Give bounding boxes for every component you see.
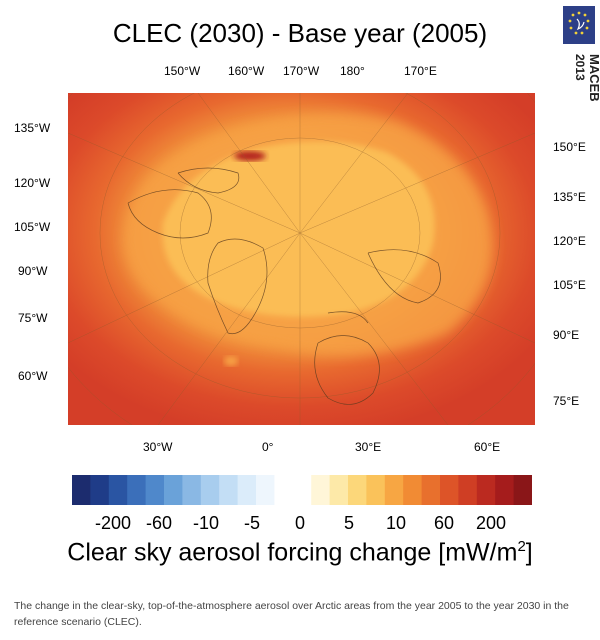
colorbar-label: 10 xyxy=(385,513,407,533)
left-label-75w: 75°W xyxy=(18,311,48,325)
colorbar-label: -200 xyxy=(94,513,132,533)
bottom-label-30w: 30°W xyxy=(143,440,173,454)
right-label-105e: 105°E xyxy=(553,278,586,292)
colorbar-swatch xyxy=(513,475,533,505)
top-label-180: 180° xyxy=(340,64,365,78)
colorbar-swatch xyxy=(219,475,239,505)
colorbar-swatch xyxy=(108,475,128,505)
colorbar-label: 60 xyxy=(433,513,455,533)
logo-text: MACEB 2013 xyxy=(560,52,600,108)
colorbar-title-text: Clear sky aerosol forcing change [mW/m xyxy=(67,538,518,567)
right-label-120e: 120°E xyxy=(553,234,586,248)
right-label-135e: 135°E xyxy=(553,190,586,204)
colorbar-swatch xyxy=(182,475,202,505)
colorbar-swatch xyxy=(458,475,478,505)
colorbar-swatch xyxy=(164,475,183,505)
logo-year: 2013 xyxy=(573,54,587,81)
colorbar-title: Clear sky aerosol forcing change [mW/m2] xyxy=(0,538,600,567)
colorbar-swatch xyxy=(274,475,294,505)
bottom-label-30e: 30°E xyxy=(355,440,382,454)
colorbar-swatch xyxy=(127,475,147,505)
left-label-120w: 120°W xyxy=(14,176,51,190)
colorbar-title-end: ] xyxy=(525,538,533,567)
colorbar-swatch xyxy=(72,475,91,505)
maceb-logo xyxy=(563,6,595,44)
colorbar-swatch xyxy=(495,475,515,505)
colorbar-swatch xyxy=(256,475,275,505)
colorbar-swatch xyxy=(145,475,165,505)
colorbar-label: 0 xyxy=(294,513,305,533)
colorbar-swatch xyxy=(90,475,110,505)
logo-name: MACEB xyxy=(587,54,600,102)
colorbar-label: 200 xyxy=(475,513,507,533)
left-label-135w: 135°W xyxy=(14,121,51,135)
bottom-label-0: 0° xyxy=(262,440,274,454)
bottom-label-60e: 60°E xyxy=(474,440,501,454)
colorbar-swatch xyxy=(292,475,312,505)
figure-caption: The change in the clear-sky, top-of-the-… xyxy=(14,600,569,628)
colorbar-title-superscript: 2 xyxy=(517,538,526,555)
colorbar-label: 5 xyxy=(343,513,354,533)
colorbar xyxy=(72,475,533,510)
colorbar-swatch xyxy=(311,475,331,505)
top-label-150w: 150°W xyxy=(164,64,201,78)
colorbar-swatch xyxy=(440,475,459,505)
colorbar-swatch xyxy=(200,475,220,505)
colorbar-swatch xyxy=(348,475,367,505)
right-label-150e: 150°E xyxy=(553,140,586,154)
arctic-forcing-map xyxy=(19,0,581,474)
top-label-160w: 160°W xyxy=(228,64,265,78)
left-label-105w: 105°W xyxy=(14,220,51,234)
top-label-170w: 170°W xyxy=(283,64,320,78)
colorbar-label: -10 xyxy=(192,513,219,533)
left-label-90w: 90°W xyxy=(18,264,48,278)
colorbar-swatch xyxy=(421,475,441,505)
right-label-90e: 90°E xyxy=(553,328,580,342)
colorbar-swatch xyxy=(366,475,386,505)
colorbar-swatch xyxy=(384,475,404,505)
colorbar-swatch xyxy=(329,475,349,505)
right-label-75e: 75°E xyxy=(553,394,580,408)
left-label-60w: 60°W xyxy=(18,369,48,383)
colorbar-swatch xyxy=(237,475,257,505)
colorbar-swatch xyxy=(403,475,423,505)
colorbar-label: -5 xyxy=(243,513,260,533)
colorbar-label: -60 xyxy=(145,513,172,533)
colorbar-swatch xyxy=(476,475,496,505)
figure-title: CLEC (2030) - Base year (2005) xyxy=(112,18,488,48)
top-label-170e: 170°E xyxy=(404,64,437,78)
